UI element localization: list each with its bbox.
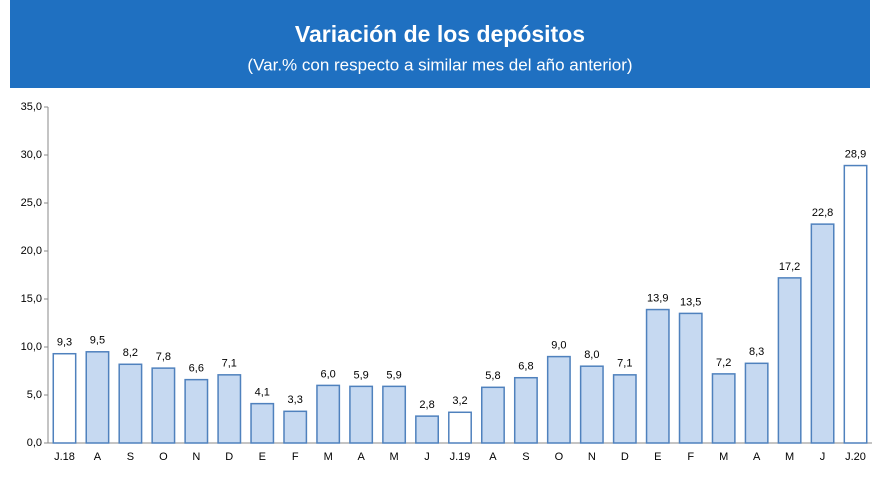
- value-label: 8,0: [584, 349, 599, 361]
- x-tick-label: D: [225, 451, 233, 463]
- x-tick-label: N: [588, 451, 596, 463]
- value-label: 9,3: [57, 337, 72, 349]
- bar: [513, 376, 538, 444]
- value-label: 9,0: [551, 340, 566, 352]
- y-tick-label: 5,0: [27, 389, 42, 401]
- bar: [283, 410, 308, 444]
- x-tick-label: M: [785, 451, 794, 463]
- x-tick-label: E: [654, 451, 661, 463]
- y-tick-label: 30,0: [21, 149, 42, 161]
- value-label: 8,3: [749, 346, 764, 358]
- value-label: 28,9: [845, 148, 866, 160]
- x-tick-label: J.19: [450, 451, 471, 463]
- value-label: 6,8: [518, 361, 533, 373]
- value-label: 7,1: [617, 358, 632, 370]
- bar: [382, 385, 407, 444]
- bar: [546, 355, 571, 444]
- value-label: 13,9: [647, 292, 668, 304]
- bar: [250, 402, 275, 444]
- x-tick-label: N: [192, 451, 200, 463]
- y-tick-label: 35,0: [21, 101, 42, 113]
- x-tick-label: A: [753, 451, 761, 463]
- value-label: 3,2: [452, 395, 467, 407]
- x-tick-label: O: [555, 451, 564, 463]
- bar: [612, 374, 637, 444]
- bar: [85, 351, 110, 444]
- bar: [645, 308, 670, 444]
- value-label: 5,9: [353, 369, 368, 381]
- chart-subtitle: (Var.% con respecto a similar mes del añ…: [247, 55, 632, 74]
- y-tick-label: 15,0: [21, 293, 42, 305]
- bar: [711, 373, 736, 444]
- bar: [481, 386, 505, 444]
- bar: [316, 384, 341, 444]
- bar: [579, 365, 604, 444]
- value-label: 13,5: [680, 296, 701, 308]
- bar: [777, 277, 802, 444]
- bar: [349, 385, 374, 444]
- x-tick-label: E: [259, 451, 266, 463]
- y-tick-label: 20,0: [21, 245, 42, 257]
- bar: [118, 363, 143, 444]
- value-label: 9,5: [90, 335, 105, 347]
- value-label: 22,8: [812, 207, 833, 219]
- x-tick-label: F: [292, 451, 299, 463]
- chart-title: Variación de los depósitos: [295, 21, 585, 47]
- bar: [678, 312, 703, 444]
- value-label: 6,6: [189, 363, 204, 375]
- x-tick-label: J.20: [845, 451, 866, 463]
- value-label: 7,1: [222, 358, 237, 370]
- title-banner: [10, 0, 870, 88]
- bar: [415, 415, 439, 444]
- x-tick-label: J.18: [54, 451, 75, 463]
- bar: [217, 374, 242, 444]
- x-tick-label: A: [489, 451, 497, 463]
- x-tick-label: S: [127, 451, 134, 463]
- x-tick-label: D: [621, 451, 629, 463]
- value-label: 5,8: [485, 370, 500, 382]
- bar: [151, 367, 176, 444]
- bar: [744, 362, 769, 444]
- value-label: 17,2: [779, 261, 800, 273]
- x-tick-label: J: [424, 451, 430, 463]
- value-label: 7,8: [156, 351, 171, 363]
- x-tick-label: O: [159, 451, 168, 463]
- y-tick-label: 0,0: [27, 437, 42, 449]
- bar: [184, 378, 209, 444]
- bar: [843, 164, 868, 444]
- value-label: 8,2: [123, 347, 138, 359]
- value-label: 3,3: [288, 394, 303, 406]
- value-label: 4,1: [255, 387, 270, 399]
- x-tick-label: S: [522, 451, 529, 463]
- value-label: 6,0: [321, 368, 336, 380]
- bar: [810, 223, 835, 444]
- x-tick-label: A: [94, 451, 102, 463]
- bar: [448, 411, 472, 444]
- bar: [52, 352, 77, 444]
- x-tick-label: J: [820, 451, 826, 463]
- value-label: 7,2: [716, 357, 731, 369]
- x-tick-label: M: [719, 451, 728, 463]
- x-tick-label: M: [389, 451, 398, 463]
- y-tick-label: 25,0: [21, 197, 42, 209]
- x-tick-label: F: [687, 451, 694, 463]
- value-label: 5,9: [386, 369, 401, 381]
- value-label: 2,8: [419, 399, 434, 411]
- y-tick-label: 10,0: [21, 341, 42, 353]
- x-tick-label: M: [324, 451, 333, 463]
- x-tick-label: A: [357, 451, 365, 463]
